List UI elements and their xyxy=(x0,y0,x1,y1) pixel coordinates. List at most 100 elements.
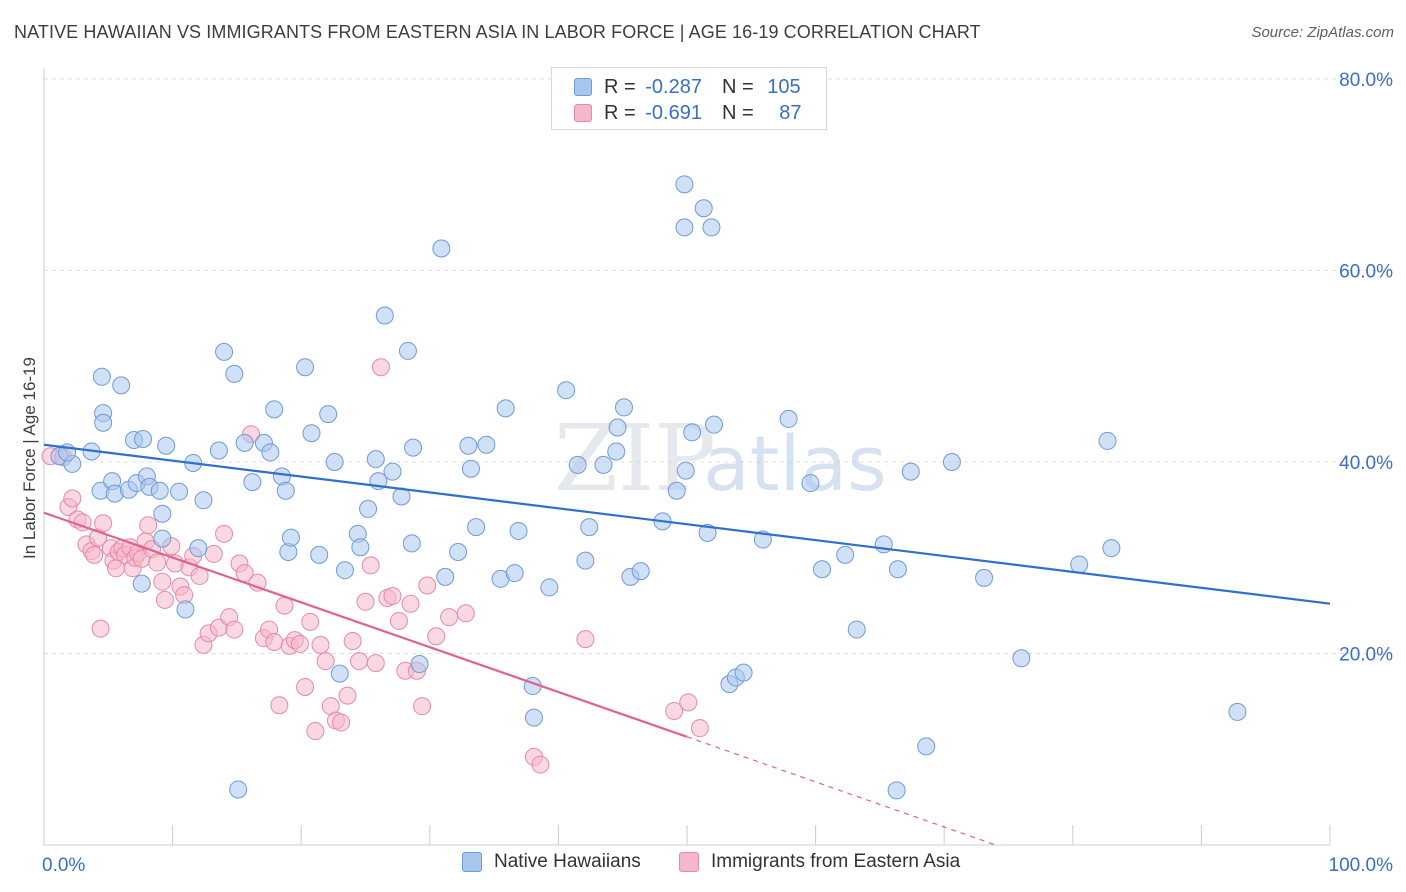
blue-point xyxy=(667,481,686,500)
blue-point xyxy=(698,523,717,542)
blue-point xyxy=(375,306,394,325)
blue-point xyxy=(383,462,402,481)
blue-point xyxy=(215,342,234,361)
blue-point xyxy=(753,530,772,549)
blue-point xyxy=(705,415,724,434)
blue-point xyxy=(734,663,753,682)
blue-point xyxy=(675,218,694,237)
pink-point xyxy=(301,612,320,631)
pink-point xyxy=(225,620,244,639)
n-label: N = xyxy=(721,101,760,124)
blue-point xyxy=(225,364,244,383)
blue-point xyxy=(319,405,338,424)
pink-point xyxy=(332,713,351,732)
blue-point xyxy=(261,443,280,462)
blue-point xyxy=(676,461,695,480)
blue-point xyxy=(398,341,417,360)
pink-point xyxy=(296,678,315,697)
pink-point xyxy=(139,516,158,535)
blue-point xyxy=(235,433,254,452)
blue-point xyxy=(614,398,633,417)
blue-point xyxy=(436,567,455,586)
blue-point xyxy=(209,441,228,460)
pink-point xyxy=(94,514,113,533)
y-tick-label: 80.0% xyxy=(1339,70,1393,91)
n-value: 87 xyxy=(779,101,802,124)
pink-point xyxy=(456,604,475,623)
pink-point xyxy=(440,608,459,627)
series-legend: Native Hawaiians Immigrants from Eastern… xyxy=(0,851,1406,879)
blue-point xyxy=(276,481,295,500)
immigrants-trend-line xyxy=(43,511,688,738)
blue-point xyxy=(404,438,423,457)
blue-point xyxy=(694,199,713,218)
pink-point xyxy=(91,619,110,638)
legend-row-immigrants-eastern-asia: R = -0.691 N = 87 xyxy=(574,101,801,125)
blue-point xyxy=(296,358,315,377)
blue-point xyxy=(917,737,936,756)
blue-point xyxy=(459,436,478,455)
y-axis-label: In Labor Force | Age 16-19 xyxy=(20,357,39,559)
pink-point xyxy=(311,635,330,654)
blue-point xyxy=(1102,539,1121,558)
blue-point xyxy=(901,462,920,481)
blue-point xyxy=(509,521,528,540)
blue-point xyxy=(189,539,208,558)
pink-point xyxy=(85,545,104,564)
blue-point xyxy=(557,381,576,400)
blue-point xyxy=(94,413,113,432)
r-label: R = xyxy=(604,75,642,98)
x-tick-label: 0.0% xyxy=(42,855,85,876)
n-label: N = xyxy=(721,75,760,98)
blue-point xyxy=(779,409,798,428)
blue-point xyxy=(410,655,429,674)
r-value: -0.691 xyxy=(645,101,702,124)
blue-point xyxy=(449,543,468,562)
blue-point xyxy=(92,367,111,386)
blue-point xyxy=(1228,702,1247,721)
blue-point xyxy=(505,564,524,583)
y-tick-label: 20.0% xyxy=(1339,645,1393,666)
pink-point xyxy=(389,611,408,630)
blue-point xyxy=(243,473,262,492)
immigrants-trend-extension xyxy=(686,736,996,846)
legend-item-native-hawaiians: Native Hawaiians xyxy=(462,851,641,873)
series-immigrants-eastern-asia xyxy=(41,358,709,774)
pink-point xyxy=(306,722,325,741)
pink-point xyxy=(427,627,446,646)
blue-point xyxy=(170,482,189,501)
pink-point xyxy=(383,587,402,606)
pink-point xyxy=(248,573,267,592)
blue-point xyxy=(112,376,131,395)
blue-point xyxy=(265,400,284,419)
r-label: R = xyxy=(604,101,642,124)
source-label: Source: ZipAtlas.com xyxy=(1251,24,1394,41)
blue-point xyxy=(461,459,480,478)
legend-label: Native Hawaiians xyxy=(494,851,641,872)
legend-row-native-hawaiians: R = -0.287 N = 105 xyxy=(574,75,801,99)
blue-point xyxy=(631,562,650,581)
blue-point xyxy=(607,442,626,461)
blue-point xyxy=(351,538,370,557)
pink-point xyxy=(665,701,684,720)
pink-point xyxy=(155,590,174,609)
legend-item-immigrants-eastern-asia: Immigrants from Eastern Asia xyxy=(679,851,960,873)
blue-point xyxy=(194,491,213,510)
pink-point xyxy=(531,755,550,774)
pink-point xyxy=(366,654,385,673)
blue-point xyxy=(477,435,496,454)
blue-point xyxy=(568,455,587,474)
pink-point xyxy=(63,489,82,508)
pink-point xyxy=(343,632,362,651)
pink-point xyxy=(338,686,357,705)
native-hawaiians-trend-line xyxy=(43,443,1331,605)
blue-swatch-icon xyxy=(462,852,482,872)
blue-point xyxy=(888,560,907,579)
blue-point xyxy=(594,455,613,474)
blue-point xyxy=(702,218,721,237)
chart-title: NATIVE HAWAIIAN VS IMMIGRANTS FROM EASTE… xyxy=(14,22,981,42)
pink-point xyxy=(290,634,309,653)
blue-point xyxy=(813,560,832,579)
blue-point xyxy=(608,418,627,437)
